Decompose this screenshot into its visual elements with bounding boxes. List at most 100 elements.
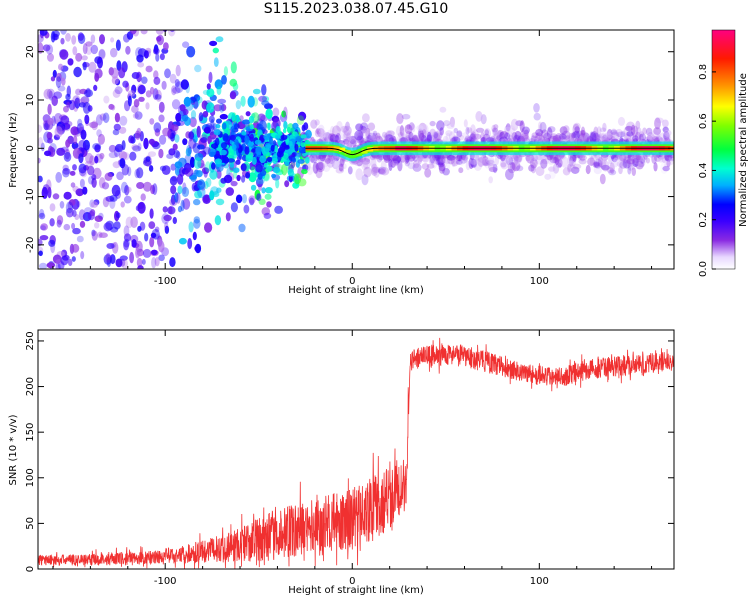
spectrogram-cell <box>222 156 229 164</box>
spectrogram-cell <box>541 158 549 165</box>
spectrogram-cell <box>596 126 602 135</box>
spectrogram-cell <box>371 166 378 176</box>
spectrogram-cell <box>499 131 509 139</box>
spectrogram-cell <box>90 209 96 217</box>
spectrogram-cell <box>222 133 229 142</box>
spectrogram-cell <box>508 128 516 134</box>
spectrogram-cell <box>492 129 498 136</box>
spectrogram-cell <box>80 129 87 140</box>
spectrogram-cell <box>646 136 654 142</box>
spectrogram-cell <box>46 179 52 192</box>
spectrogram-cell <box>224 120 233 131</box>
spectrogram-cell <box>241 119 251 125</box>
spectrogram-cell <box>56 147 66 156</box>
spectrogram-cell <box>113 123 121 131</box>
spectrogram-cell <box>622 158 628 164</box>
spectrogram-cell <box>468 157 474 169</box>
spectrogram-cell <box>230 180 238 187</box>
spectrogram-cell <box>539 134 548 143</box>
spectrogram-cell <box>123 240 129 251</box>
spectrogram-cell <box>334 134 340 145</box>
spectrogram-cell <box>186 145 192 157</box>
spectrogram-cell <box>115 258 123 268</box>
spectrogram-cell <box>52 254 62 264</box>
spectrogram-cell <box>62 168 71 175</box>
spectrogram-cell <box>486 159 495 166</box>
spectrogram-cell <box>47 117 54 125</box>
spectrogram-cell <box>504 125 510 134</box>
spectrogram-cell <box>214 79 223 90</box>
spectrogram-cell <box>658 156 663 163</box>
spectrogram-cell <box>286 148 292 156</box>
spectrogram-cell <box>303 122 309 131</box>
spectrogram-cell <box>297 159 305 164</box>
spectrogram-cell <box>339 163 345 172</box>
spectrogram-cell <box>291 152 296 158</box>
spectrogram-cell <box>313 154 323 162</box>
spectrogram-cell <box>387 130 395 137</box>
spectrogram-cell <box>432 130 440 141</box>
spectrogram-cell <box>572 163 582 170</box>
spectrogram-cell <box>68 199 76 206</box>
spectrogram-cell <box>182 182 187 195</box>
spectrogram-cell <box>635 127 642 137</box>
spectrogram-cell <box>606 167 614 174</box>
spectrogram-cell <box>560 156 570 168</box>
spectrogram-cell <box>361 174 369 186</box>
x-tick-label: 0 <box>349 276 355 287</box>
spectrogram-cell <box>552 163 560 174</box>
spectrogram-cell <box>131 144 139 151</box>
spectrogram-cell <box>446 161 451 170</box>
ridge-core-segment <box>344 150 351 155</box>
spectrogram-cell <box>484 129 489 136</box>
spectrogram-cell <box>209 40 218 47</box>
spectrogram-cell <box>134 130 141 140</box>
spectrogram-cell <box>408 122 415 131</box>
spectrogram-cell <box>496 135 501 141</box>
spectrogram-cell <box>215 198 225 206</box>
spectrogram-cell <box>349 137 357 144</box>
spectrogram-cell <box>572 123 580 135</box>
spectrogram-cell <box>525 153 531 162</box>
spectrogram-cell <box>182 138 188 146</box>
spectrogram-cell <box>59 201 65 209</box>
spectrogram-cell <box>520 135 530 142</box>
spectrogram-cell <box>282 128 287 134</box>
spectrogram-cell <box>95 114 103 126</box>
spectrogram-cell <box>449 131 456 143</box>
spectrogram-cell <box>272 166 281 174</box>
spectrogram-cell <box>162 127 171 137</box>
spectrogram-cell <box>88 61 97 73</box>
spectrogram-cell <box>60 30 67 35</box>
spectrogram-cell <box>439 106 447 113</box>
colorbar-tick-label: 0.4 <box>698 162 709 178</box>
spectrogram-cell <box>76 200 81 208</box>
spectrogram-cell <box>314 119 320 126</box>
spectrogram-cell <box>169 73 177 84</box>
spectrogram-cell <box>420 123 429 135</box>
spectrogram-cell <box>221 75 227 85</box>
spectrogram-cell <box>129 151 137 161</box>
spectrogram-cell <box>422 130 431 141</box>
spectrogram-cell <box>327 129 333 136</box>
spectrogram-cell <box>647 131 654 140</box>
spectrogram-cell <box>405 130 412 142</box>
spectrogram-cell <box>63 223 71 231</box>
spectrogram-cell <box>213 57 219 67</box>
spectrogram-cell <box>483 128 491 140</box>
spectrogram-cell <box>194 190 203 199</box>
spectrogram-cell <box>197 179 206 190</box>
spectrogram-cell <box>639 131 644 138</box>
spectrogram-cell <box>466 127 473 133</box>
spectrogram-cell <box>535 132 541 139</box>
spectrogram-cell <box>623 134 631 141</box>
spectrogram-cell <box>122 80 129 88</box>
spectrogram-cell <box>406 124 411 130</box>
spectrogram-cell <box>529 158 538 169</box>
spectrogram-cell <box>196 125 201 138</box>
spectrogram-cell <box>535 166 545 177</box>
spectrogram-cell <box>355 123 363 132</box>
spectrogram-cell <box>271 173 277 179</box>
spectrogram-cell <box>78 209 86 221</box>
